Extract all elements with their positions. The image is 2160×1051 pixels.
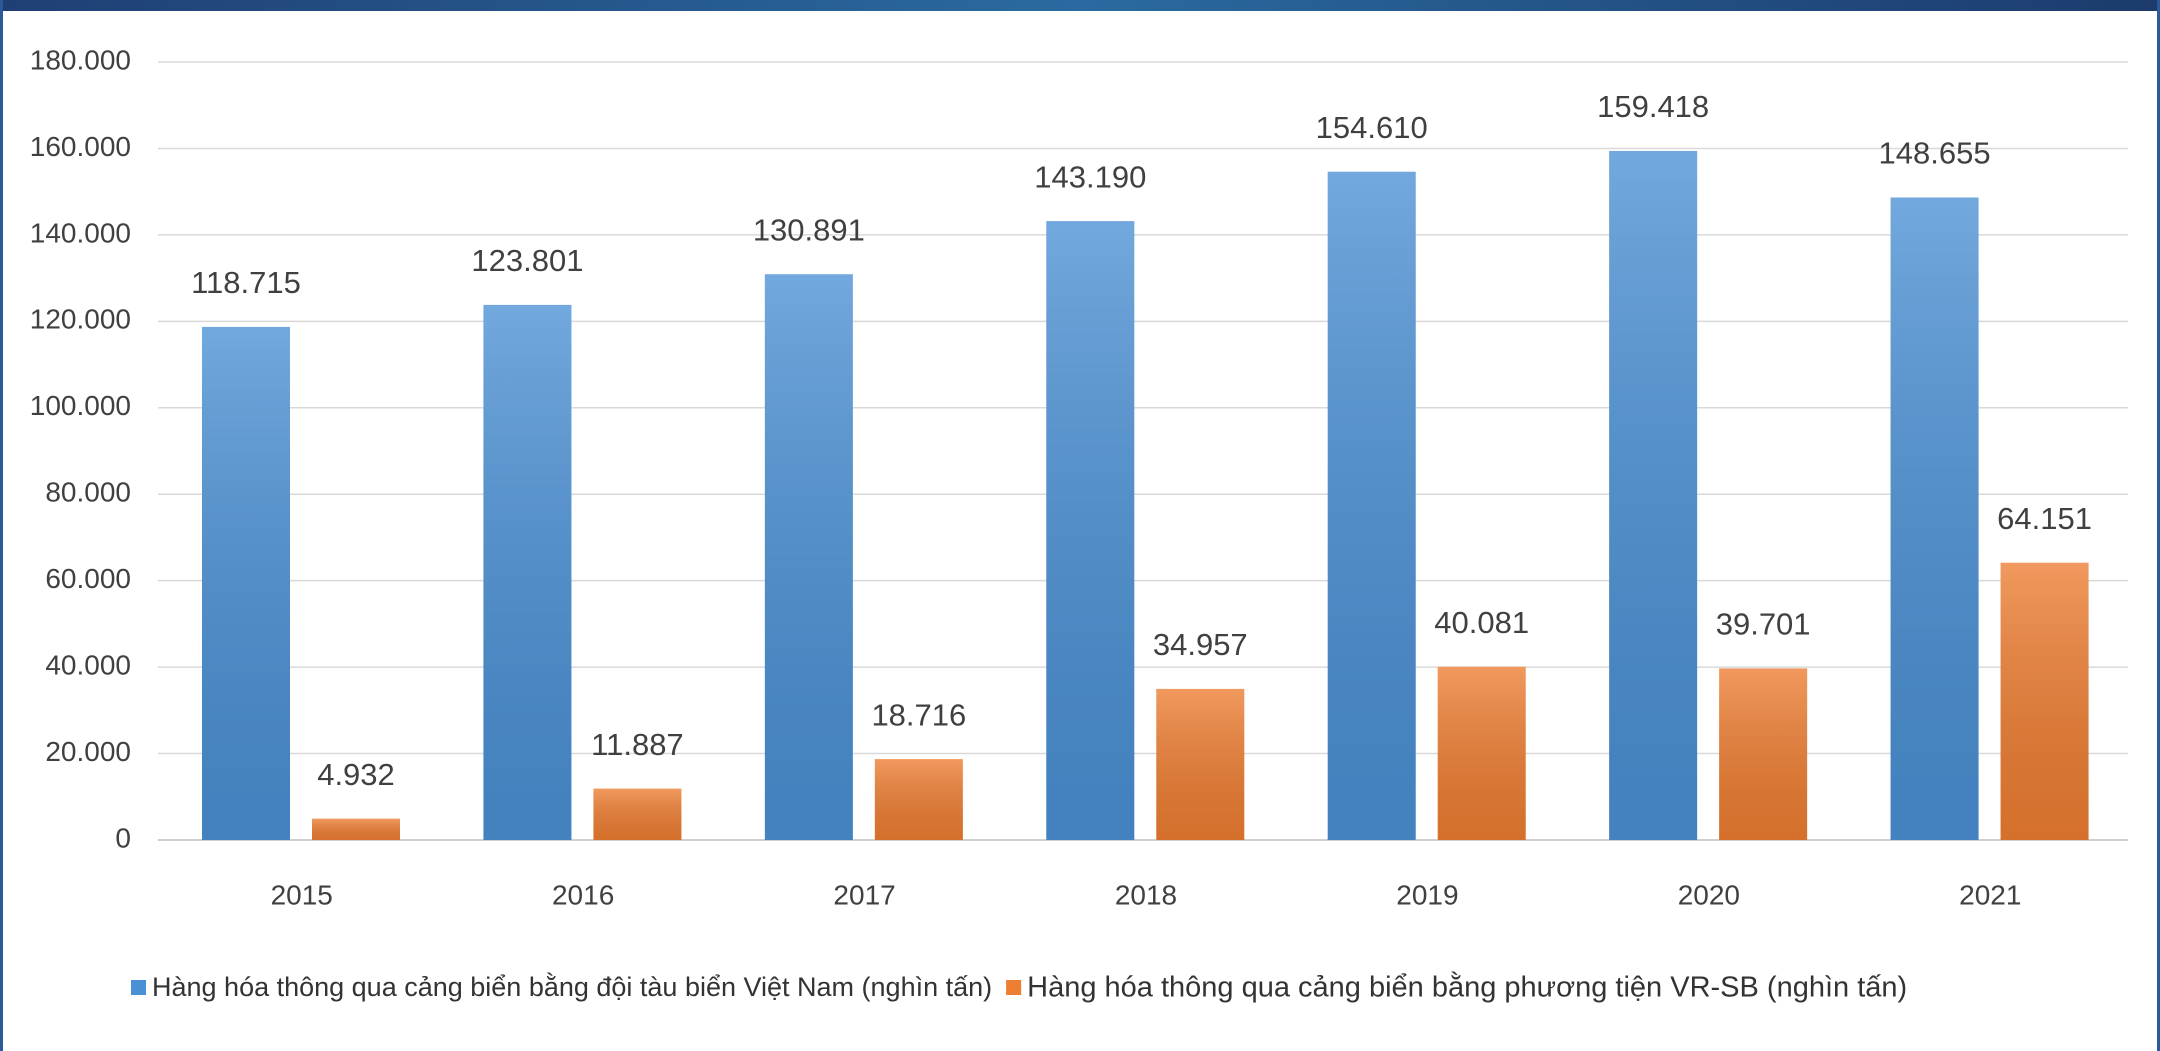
bar-sheen bbox=[764, 274, 853, 840]
right-border bbox=[2157, 0, 2160, 1051]
y-tick-label: 0 bbox=[115, 822, 131, 853]
bar-sheen bbox=[1046, 221, 1135, 840]
bar-sheen bbox=[1609, 150, 1698, 841]
bar-sheen bbox=[1719, 668, 1808, 840]
y-tick-label: 160.000 bbox=[30, 131, 131, 162]
bar-sheen bbox=[483, 304, 572, 841]
data-label: 39.701 bbox=[1716, 607, 1811, 642]
data-label: 4.932 bbox=[317, 757, 395, 792]
data-label: 18.716 bbox=[871, 697, 966, 732]
x-tick-label: 2016 bbox=[552, 879, 614, 910]
bar-sheen bbox=[1156, 688, 1245, 840]
x-tick-label: 2018 bbox=[1115, 879, 1177, 910]
data-label: 159.418 bbox=[1597, 89, 1709, 124]
data-label: 148.655 bbox=[1879, 136, 1991, 171]
header-bar bbox=[0, 0, 2160, 11]
x-tick-label: 2021 bbox=[1959, 879, 2021, 910]
bar-sheen bbox=[202, 326, 290, 840]
y-tick-label: 180.000 bbox=[30, 44, 131, 75]
legend-label: Hàng hóa thông qua cảng biển bằng phương… bbox=[1027, 971, 1907, 1004]
x-tick-label: 2020 bbox=[1678, 879, 1740, 910]
bar-sheen bbox=[1327, 171, 1416, 841]
bar-sheen bbox=[1890, 197, 1979, 841]
y-tick-label: 140.000 bbox=[30, 217, 131, 248]
data-label: 143.190 bbox=[1034, 159, 1146, 194]
legend-label: Hàng hóa thông qua cảng biển bằng đội tà… bbox=[152, 971, 992, 1002]
x-tick-label: 2015 bbox=[271, 879, 333, 910]
left-border bbox=[0, 0, 3, 1051]
data-label: 130.891 bbox=[753, 212, 865, 247]
legend-swatch bbox=[1006, 980, 1022, 995]
data-label: 11.887 bbox=[591, 727, 684, 762]
bar-sheen bbox=[1437, 666, 1526, 840]
data-label: 154.610 bbox=[1316, 110, 1428, 145]
bar-sheen bbox=[874, 759, 963, 840]
bar-sheen bbox=[2000, 562, 2089, 840]
y-tick-label: 40.000 bbox=[45, 650, 131, 681]
bar-sheen bbox=[312, 818, 400, 840]
data-label: 40.081 bbox=[1434, 605, 1529, 640]
y-tick-label: 20.000 bbox=[45, 736, 131, 767]
y-tick-label: 60.000 bbox=[45, 563, 131, 594]
data-label: 64.151 bbox=[1997, 501, 2092, 536]
x-tick-label: 2017 bbox=[833, 879, 895, 910]
data-label: 123.801 bbox=[471, 243, 583, 278]
bar-sheen bbox=[593, 788, 682, 840]
x-tick-label: 2019 bbox=[1396, 879, 1458, 910]
y-tick-label: 120.000 bbox=[30, 304, 131, 335]
y-tick-label: 80.000 bbox=[45, 477, 131, 508]
data-label: 34.957 bbox=[1153, 627, 1248, 662]
legend-swatch bbox=[131, 980, 146, 995]
y-tick-label: 100.000 bbox=[30, 390, 131, 421]
data-label: 118.715 bbox=[191, 265, 301, 300]
